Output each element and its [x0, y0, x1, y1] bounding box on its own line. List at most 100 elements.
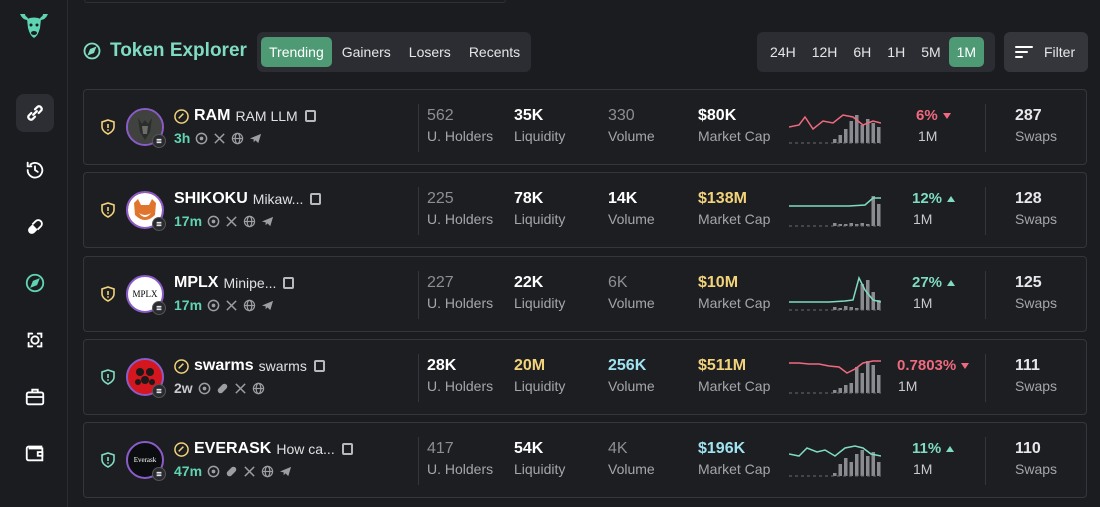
- telegram-icon[interactable]: [249, 132, 262, 145]
- page-title-text: Token Explorer: [110, 40, 247, 61]
- stat-swaps-label: Swaps: [1015, 461, 1058, 477]
- copy-icon[interactable]: [304, 110, 316, 122]
- stat-volume-value: 14K: [608, 190, 638, 207]
- search-token-icon[interactable]: [195, 132, 208, 145]
- x-twitter-icon[interactable]: [213, 132, 226, 145]
- stat-liquidity-value: 20M: [514, 357, 546, 374]
- token-row[interactable]: MPLX MPLX Minipe... 17m 227 U. Holders 22K Liqu…: [83, 256, 1087, 332]
- price-change-value: 12%: [912, 190, 943, 207]
- search-token-icon[interactable]: [207, 299, 220, 312]
- sidebar-item-portfolio[interactable]: [16, 378, 54, 416]
- stat-liquidity: 20M Liquidity: [514, 357, 565, 394]
- stat-volume-value: 256K: [608, 357, 647, 374]
- sparkline-volume-bar: [855, 224, 859, 226]
- sidebar-item-wallet[interactable]: [16, 434, 54, 472]
- filter-button[interactable]: Filter: [1004, 32, 1088, 72]
- column-divider: [418, 437, 419, 485]
- bull-logo-icon[interactable]: [17, 8, 51, 42]
- arrow-up-icon: [947, 195, 956, 202]
- telegram-icon[interactable]: [261, 215, 274, 228]
- stat-swaps: 110 Swaps: [1015, 440, 1057, 477]
- telegram-icon[interactable]: [279, 465, 292, 478]
- copy-icon[interactable]: [313, 360, 325, 372]
- globe-icon[interactable]: [261, 465, 274, 478]
- x-twitter-icon[interactable]: [225, 215, 238, 228]
- stat-volume-label: Volume: [608, 128, 655, 144]
- stat-holders-value: 227: [427, 274, 454, 291]
- stat-holders-label: U. Holders: [427, 295, 494, 311]
- x-twitter-icon[interactable]: [234, 382, 247, 395]
- sparkline-volume-bar: [833, 307, 837, 310]
- timeframe-1h[interactable]: 1H: [887, 44, 906, 60]
- sidebar-item-links[interactable]: [16, 94, 54, 132]
- telegram-icon[interactable]: [261, 299, 274, 312]
- timeframe-6h[interactable]: 6H: [853, 44, 872, 60]
- sparkline-volume-bar: [877, 204, 881, 226]
- globe-icon[interactable]: [252, 382, 265, 395]
- copy-icon[interactable]: [341, 443, 353, 455]
- column-divider: [985, 187, 986, 235]
- search-token-icon[interactable]: [198, 382, 211, 395]
- tab-recents[interactable]: Recents: [468, 44, 521, 60]
- search-token-icon[interactable]: [207, 465, 220, 478]
- copy-icon[interactable]: [283, 277, 295, 289]
- token-fullname: How ca...: [276, 441, 335, 457]
- stat-holders: 227 U. Holders: [427, 274, 493, 311]
- tab-trending[interactable]: Trending: [261, 37, 332, 67]
- column-divider: [985, 354, 986, 402]
- token-row[interactable]: swarms swarms 2w 28K U. Holders 20M Liquidity 2…: [83, 339, 1087, 415]
- sparkline-volume-bar: [844, 385, 848, 393]
- shield-icon: [101, 119, 115, 135]
- token-name: swarms swarms: [174, 357, 325, 375]
- price-change: 0.7803%: [897, 357, 970, 374]
- column-divider: [418, 104, 419, 152]
- price-sparkline: [789, 196, 881, 227]
- stat-swaps: 125 Swaps: [1015, 274, 1057, 311]
- pill-icon[interactable]: [216, 382, 229, 395]
- token-row[interactable]: SHIKOKU Mikaw... 17m 225 U. Holders 78K Liquid…: [83, 172, 1087, 248]
- timeframe-12h[interactable]: 12H: [811, 44, 838, 60]
- stat-liquidity-value: 54K: [514, 440, 544, 457]
- globe-icon[interactable]: [243, 215, 256, 228]
- stat-swaps: 128 Swaps: [1015, 190, 1057, 227]
- sidebar-item-explorer[interactable]: [16, 264, 54, 302]
- timeframe-1m[interactable]: 1M: [948, 37, 985, 67]
- sidebar-item-pill[interactable]: [16, 208, 54, 246]
- link-icon: [27, 105, 43, 121]
- list-tabs: Trending Gainers Losers Recents: [257, 32, 531, 72]
- stat-swaps: 287 Swaps: [1015, 107, 1057, 144]
- token-row[interactable]: Everask EVERASK How ca... 47m 417 U. Holders 5…: [83, 422, 1087, 498]
- globe-icon[interactable]: [243, 299, 256, 312]
- token-avatar: [126, 108, 164, 146]
- copy-icon[interactable]: [310, 193, 322, 205]
- column-divider: [985, 104, 986, 152]
- sidebar-item-history[interactable]: [16, 151, 54, 189]
- stat-mcap-value: $10M: [698, 274, 739, 291]
- token-row[interactable]: RAM RAM LLM 3h 562 U. Holders 35K Liquidity 330…: [83, 89, 1087, 165]
- token-avatar-logo: MPLX: [132, 289, 158, 299]
- stat-mcap-label: Market Cap: [698, 461, 771, 477]
- shield-icon: [101, 286, 115, 302]
- x-twitter-icon[interactable]: [225, 299, 238, 312]
- sidebar-item-swap[interactable]: [16, 321, 54, 359]
- tab-gainers[interactable]: Gainers: [341, 44, 391, 60]
- sparkline-volume-bar: [877, 300, 881, 310]
- chain-badge-icon: [152, 467, 166, 481]
- search-token-icon[interactable]: [207, 215, 220, 228]
- timeframe-5m[interactable]: 5M: [921, 44, 941, 60]
- tab-losers[interactable]: Losers: [408, 44, 451, 60]
- sparkline-volume-bar: [871, 196, 875, 226]
- stat-holders-value: 225: [427, 190, 454, 207]
- x-twitter-icon[interactable]: [243, 465, 256, 478]
- globe-icon[interactable]: [231, 132, 244, 145]
- pill-icon[interactable]: [225, 465, 238, 478]
- token-fullname: RAM LLM: [235, 108, 298, 124]
- stat-holders-label: U. Holders: [427, 128, 494, 144]
- stat-swaps-label: Swaps: [1015, 295, 1058, 311]
- timeframe-24h[interactable]: 24H: [770, 44, 796, 60]
- token-name: SHIKOKU Mikaw...: [174, 190, 322, 208]
- sparkline-volume-bar: [860, 223, 864, 226]
- sparkline-volume-bar: [877, 127, 881, 143]
- price-change-timeframe: 1M: [918, 128, 938, 144]
- token-age: 17m: [174, 213, 203, 229]
